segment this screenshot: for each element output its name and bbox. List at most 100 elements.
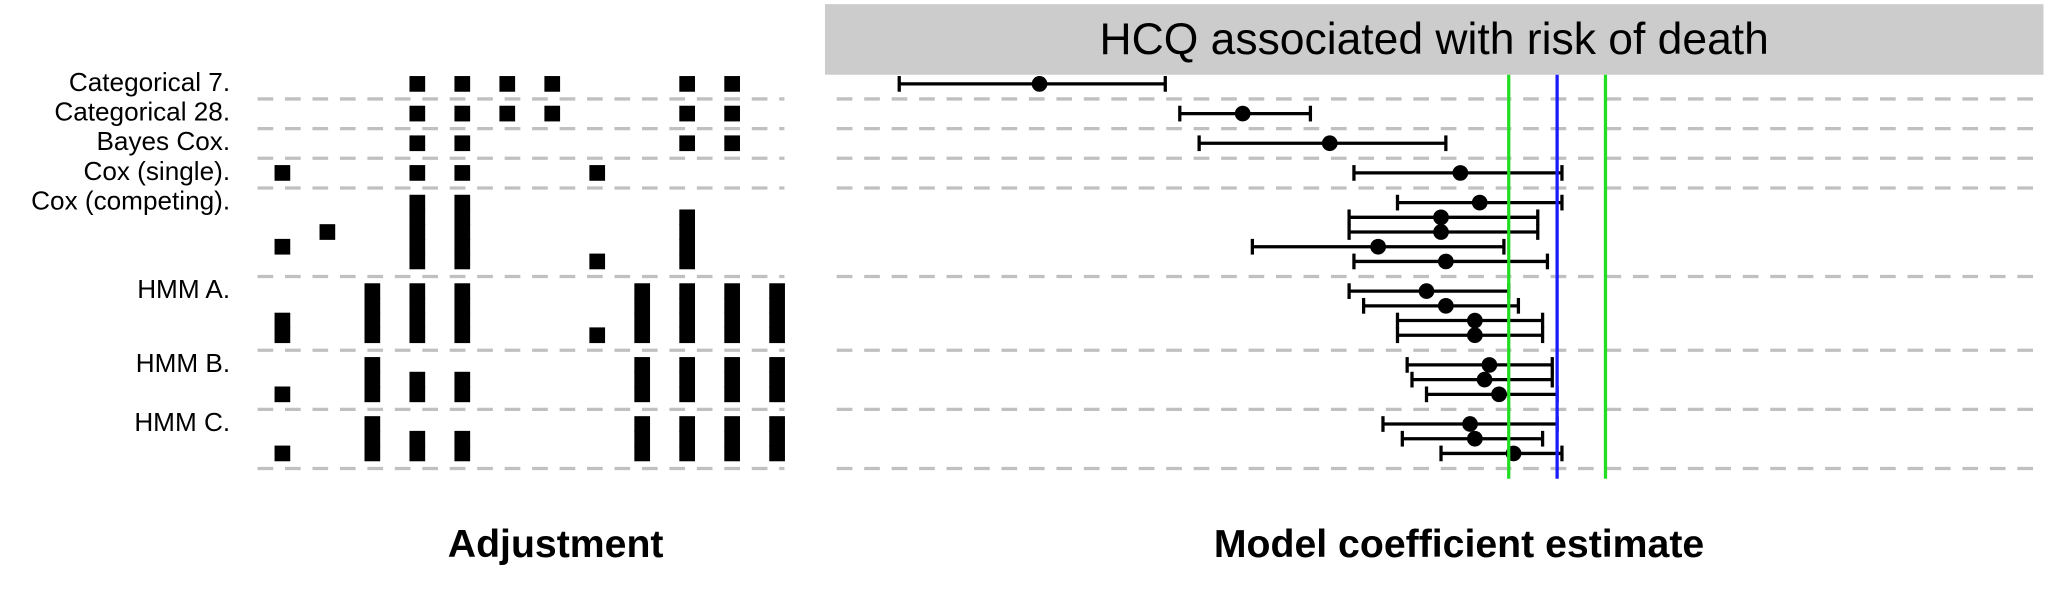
adjustment-cell [409, 283, 426, 299]
adjustment-cell [409, 194, 426, 211]
adjustment-cell [409, 297, 426, 314]
adjustment-cell [769, 283, 785, 299]
adjustment-cell [724, 357, 740, 373]
adjustment-cell [769, 297, 785, 314]
adjustment-cell [634, 312, 651, 329]
adjustment-cell [409, 312, 426, 329]
adjustment-cell [679, 327, 696, 344]
adjustment-cell [679, 209, 696, 226]
adjustment-cell [679, 386, 696, 403]
adjustment-cell [274, 386, 291, 403]
row-label: Bayes Cox. [97, 126, 231, 156]
adjustment-cell [454, 283, 471, 299]
adjustment-cell [769, 445, 785, 462]
adjustment-cell [679, 445, 696, 462]
adjustment-cell [634, 371, 651, 388]
adjustment-cell [364, 386, 381, 403]
matrix-label: Adjustment [448, 522, 664, 566]
adjustment-cell [724, 430, 740, 447]
adjustment-cell [634, 430, 651, 447]
adjustment-cell [679, 76, 696, 92]
adjustment-cell [274, 445, 291, 462]
row-label: HMM B. [136, 348, 230, 378]
adjustment-cell [409, 371, 426, 388]
adjustment-cell [409, 105, 426, 122]
estimate-point [1234, 105, 1251, 122]
estimate-point [1462, 416, 1478, 432]
adjustment-cell [409, 430, 426, 447]
adjustment-cell [634, 327, 651, 344]
adjustment-cell [274, 327, 291, 344]
adjustment-cell [724, 386, 740, 403]
adjustment-cell [454, 430, 471, 447]
adjustment-cell [409, 76, 426, 92]
row-label: Categorical 7. [69, 67, 230, 97]
estimate-point [1452, 165, 1469, 181]
adjustment-cell [724, 283, 740, 299]
adjustment-cell [499, 76, 516, 92]
adjustment-cell [364, 357, 381, 373]
adjustment-cell [364, 371, 381, 388]
estimate-point [1433, 209, 1449, 226]
adjustment-cell [409, 135, 426, 152]
adjustment-cell [454, 209, 471, 226]
adjustment-cell [454, 224, 471, 240]
adjustment-cell [454, 135, 471, 152]
adjustment-cell [724, 416, 740, 432]
adjustment-cell [724, 135, 740, 152]
estimate-point [1321, 135, 1338, 152]
adjustment-cell [409, 209, 426, 226]
title-box [824, 4, 2044, 75]
estimate-point [1467, 312, 1483, 329]
adjustment-cell [274, 165, 291, 181]
adjustment-cell [679, 297, 696, 314]
adjustment-cell [634, 386, 651, 403]
adjustment-cell [769, 327, 785, 344]
adjustment-cell [364, 445, 381, 462]
adjustment-cell [454, 165, 471, 181]
estimate-point [1476, 371, 1493, 388]
adjustment-cell [274, 312, 291, 329]
adjustment-cell [589, 327, 606, 344]
adjustment-cell [409, 224, 426, 240]
adjustment-cell [679, 430, 696, 447]
adjustment-cell [679, 312, 696, 329]
estimate-point [1418, 283, 1435, 299]
adjustment-cell [724, 327, 740, 344]
row-label: Categorical 28. [54, 96, 230, 126]
adjustment-cell [454, 238, 471, 255]
adjustment-cell [454, 312, 471, 329]
adjustment-cell [724, 105, 740, 122]
adjustment-cell [319, 224, 336, 240]
adjustment-cell [409, 445, 426, 462]
adjustment-cell [634, 445, 651, 462]
chart-title: HCQ associated with risk of death [1100, 15, 1769, 64]
adjustment-cell [679, 283, 696, 299]
adjustment-cell [409, 327, 426, 344]
estimate-point [1467, 430, 1483, 447]
adjustment-cell [724, 371, 740, 388]
adjustment-cell [769, 386, 785, 403]
adjustment-cell [364, 297, 381, 314]
adjustment-cell [679, 371, 696, 388]
adjustment-cell [634, 283, 651, 299]
adjustment-cell [724, 76, 740, 92]
adjustment-cell [769, 357, 785, 373]
estimate-point [1438, 297, 1454, 314]
adjustment-cell [589, 165, 606, 181]
adjustment-cell [454, 76, 471, 92]
adjustment-cell [634, 357, 651, 373]
estimate-point [1438, 253, 1454, 270]
adjustment-cell [724, 312, 740, 329]
adjustment-cell [769, 416, 785, 432]
adjustment-cell [769, 312, 785, 329]
estimate-point [1370, 238, 1386, 255]
estimate-point [1471, 194, 1488, 211]
adjustment-cell [679, 357, 696, 373]
adjustment-cell [679, 224, 696, 240]
adjustment-cell [454, 297, 471, 314]
adjustment-cell [544, 76, 561, 92]
adjustment-cell [409, 238, 426, 255]
adjustment-cell [634, 416, 651, 432]
